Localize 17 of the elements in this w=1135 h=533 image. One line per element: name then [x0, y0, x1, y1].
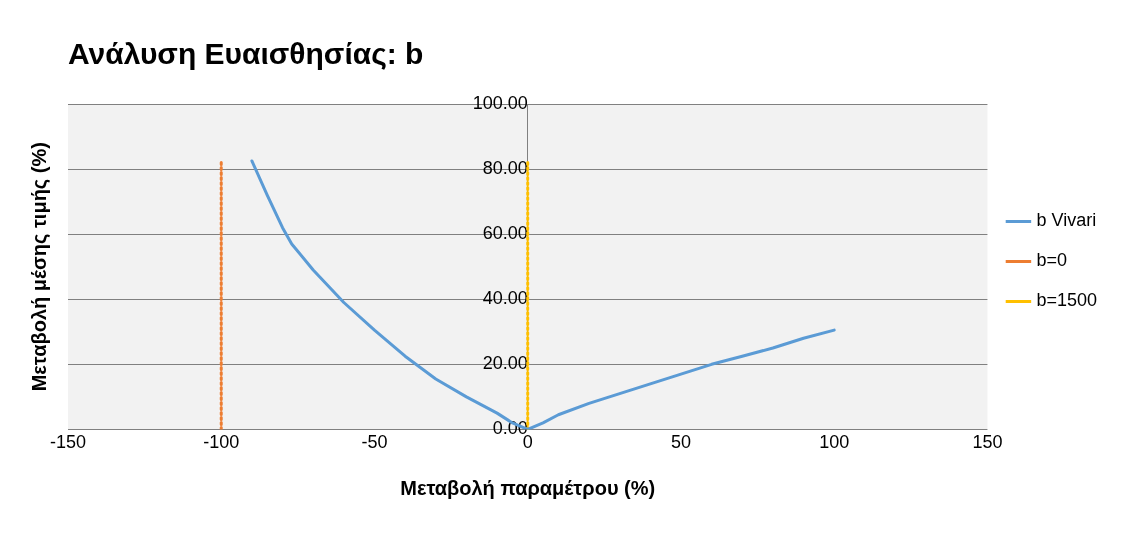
y-tick-label: 60.00	[482, 223, 528, 244]
x-tick-label: 50	[670, 432, 691, 453]
y-tick-label: 80.00	[482, 158, 528, 179]
legend-label: b Vivari	[1036, 210, 1097, 231]
y-tick-label: 100.00	[472, 92, 528, 113]
x-tick-label: 100	[819, 432, 850, 453]
y-tick-label: 20.00	[482, 353, 528, 374]
y-axis-title: Μεταβολή μέσης τιμής (%)	[27, 142, 50, 392]
x-tick-label: -50	[361, 432, 388, 453]
x-axis-title: Μεταβολή παραμέτρου (%)	[400, 476, 656, 499]
chart-title: Ανάλυση Ευαισθησίας: b	[68, 37, 424, 71]
x-tick-label: 150	[972, 432, 1003, 453]
legend-label: b=1500	[1036, 290, 1098, 311]
y-tick-label: 40.00	[482, 288, 528, 309]
x-tick-label: -150	[49, 432, 87, 453]
legend-label: b=0	[1036, 250, 1067, 271]
x-tick-label: -100	[203, 432, 240, 453]
